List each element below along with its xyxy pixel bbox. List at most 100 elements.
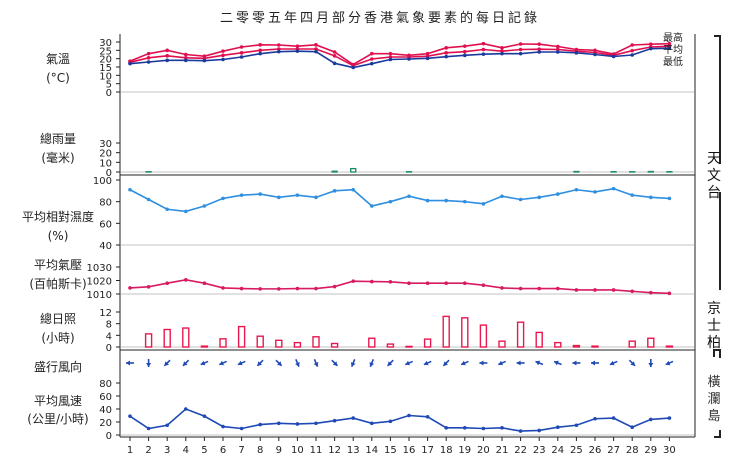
- wind-direction-arrow: [331, 359, 338, 367]
- wind-direction-arrow: [535, 360, 544, 366]
- pressure-point: [202, 281, 207, 286]
- x-tick-label: 5: [201, 445, 207, 456]
- mean-temp-point: [314, 47, 318, 51]
- sunshine-ytick-label: 12: [99, 308, 112, 319]
- pressure-point: [500, 286, 504, 290]
- min-temp-point: [277, 49, 281, 54]
- sunshine-bar: [591, 345, 599, 348]
- max-temp-point: [425, 51, 430, 56]
- x-tick-label: 15: [384, 445, 397, 456]
- humidity-point: [518, 197, 523, 202]
- pressure-point: [574, 288, 579, 292]
- humidity-point: [277, 195, 281, 200]
- wind-speed-point: [277, 421, 281, 426]
- pressure-point: [481, 283, 486, 288]
- wind-direction-arrow: [460, 360, 469, 366]
- sunshine-bar: [442, 315, 450, 348]
- sunshine-bar: [256, 335, 264, 348]
- pressure-ytick-label: 1030: [87, 263, 112, 274]
- mean-temp-point: [258, 48, 263, 53]
- x-tick-label: 3: [164, 445, 170, 456]
- wind-direction-arrow: [126, 360, 134, 366]
- max-temp-point: [277, 43, 281, 47]
- pressure-ytick-label: 1020: [87, 277, 112, 288]
- x-tick-label: 9: [276, 445, 282, 456]
- humidity-point: [184, 209, 188, 214]
- wind-speed-point: [556, 425, 560, 430]
- station-observatory: 天文台: [707, 151, 721, 201]
- min-temp-point: [537, 50, 541, 54]
- humidity-point: [295, 193, 300, 197]
- min-temp-point: [425, 56, 430, 61]
- min-temp-point: [500, 51, 504, 56]
- humidity-point: [128, 187, 132, 192]
- max-temp-point: [221, 49, 225, 53]
- pressure-point: [630, 289, 634, 294]
- wind-speed-point: [481, 426, 486, 431]
- pressure-point: [221, 286, 225, 290]
- wind-speed-point: [444, 426, 449, 430]
- max-temp-point: [165, 48, 169, 53]
- humidity-axis-label-2: (%): [48, 229, 69, 243]
- pressure-ytick-label: 1010: [87, 290, 112, 301]
- station-waglan: 橫瀾島: [707, 375, 720, 424]
- wind-speed-point: [649, 417, 653, 422]
- wind-speed-line: [129, 408, 670, 432]
- x-tick-label: 25: [570, 445, 583, 456]
- pressure-point: [239, 286, 244, 291]
- min-temp-point: [202, 58, 207, 63]
- mean-temp-point: [370, 57, 374, 61]
- temp-axis-label-1: 氣溫: [46, 52, 70, 66]
- wind-direction-arrow: [442, 359, 450, 367]
- x-tick-label: 21: [496, 445, 509, 456]
- wind-speed-point: [258, 422, 263, 427]
- sunshine-bar: [572, 344, 581, 348]
- humidity-point: [370, 204, 374, 208]
- wind-direction-arrow: [295, 359, 300, 367]
- svg-text:瀾: 瀾: [707, 392, 720, 407]
- max-temp-point: [500, 46, 504, 50]
- wind-direction-arrow: [628, 359, 636, 367]
- wind-speed-label-2: (公里/小時): [27, 412, 88, 426]
- sunshine-bar: [163, 328, 171, 348]
- x-tick-label: 2: [145, 445, 151, 456]
- temp-ytick-label: 5: [106, 80, 112, 91]
- x-tick-label: 17: [421, 445, 434, 456]
- wind-speed-point: [537, 428, 541, 433]
- humidity-point: [667, 196, 672, 201]
- max-temp-point: [444, 46, 449, 50]
- pressure-point: [649, 290, 653, 295]
- humidity-point: [146, 197, 151, 202]
- wind-direction-arrow: [387, 359, 394, 367]
- min-temp-point: [184, 58, 188, 63]
- mean-temp-point: [518, 47, 523, 52]
- wind-direction-arrow: [256, 359, 264, 367]
- max-temp-point: [239, 45, 244, 49]
- sunshine-bar: [275, 339, 283, 348]
- humidity-point: [500, 194, 504, 199]
- sunshine-bar: [237, 325, 246, 348]
- humidity-ytick-label: 40: [99, 241, 112, 252]
- temp-ytick-label: 0: [106, 88, 112, 99]
- min-temp-point: [351, 65, 356, 70]
- wind-speed-point: [221, 424, 225, 429]
- humidity-point: [239, 193, 244, 197]
- wind-direction-arrow: [405, 360, 413, 366]
- wind-direction-arrow: [553, 360, 562, 366]
- humidity-point: [332, 189, 337, 193]
- min-temp-point: [295, 49, 300, 53]
- pressure-point: [370, 279, 374, 284]
- humidity-ytick-label: 80: [99, 198, 112, 209]
- wind-direction-arrow: [313, 359, 319, 367]
- x-tick-label: 23: [533, 445, 546, 456]
- min-temp-point: [593, 52, 597, 57]
- x-tick-label: 4: [183, 445, 189, 456]
- rain-ytick-label: 0: [106, 168, 112, 179]
- sunshine-bar: [144, 333, 153, 348]
- min-temp-point: [611, 54, 616, 59]
- x-tick-label: 30: [663, 445, 676, 456]
- pressure-point: [593, 288, 597, 292]
- wind-speed-point: [518, 429, 523, 433]
- pressure-line: [129, 279, 670, 295]
